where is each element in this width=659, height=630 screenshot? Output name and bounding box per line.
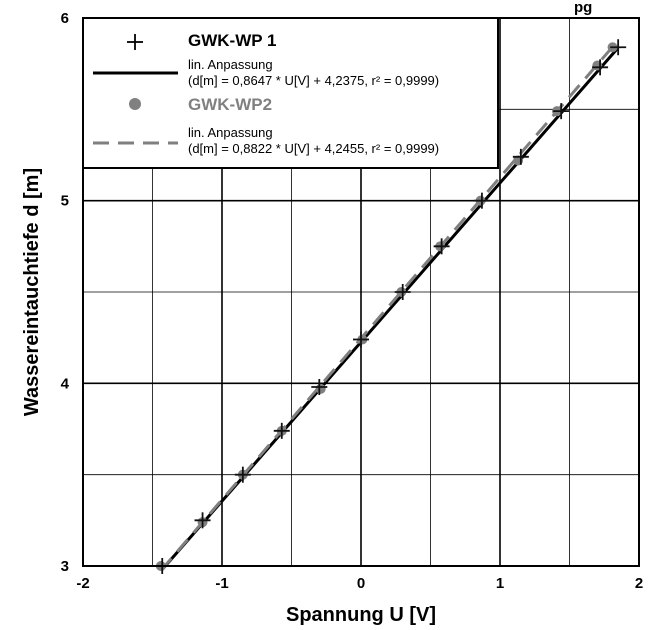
y-tick-label: 4	[61, 375, 70, 392]
x-axis-title: Spannung U [V]	[286, 604, 436, 626]
series-3	[159, 44, 616, 572]
y-axis-title: Wassereintauchtiefe d [m]	[21, 168, 43, 416]
legend-item-fit-1: lin. Anpassung (d[m] = 0,8647 * U[V] + 4…	[93, 57, 439, 88]
data-point-gwk-wp1	[311, 378, 328, 395]
legend-fit-2-equation: (d[m] = 0,8822 * U[V] + 4,2455, r² = 0,9…	[188, 141, 439, 156]
data-point-gwk-wp1	[512, 148, 529, 165]
data-point-gwk-wp1	[553, 103, 570, 120]
legend-item-gwk-wp1: GWK-WP 1	[127, 31, 276, 50]
data-point-gwk-wp2	[315, 383, 326, 394]
x-tick-label: 2	[635, 575, 643, 592]
y-tick-label: 3	[61, 558, 69, 575]
x-tick-label: 1	[496, 575, 504, 592]
series-0	[154, 39, 627, 574]
data-point-gwk-wp1	[273, 422, 290, 439]
y-tick-label: 6	[61, 10, 69, 27]
legend-item-gwk-wp2: GWK-WP2	[129, 95, 272, 114]
tick-labels: -2 -1 0 1 2 3 4 5 6	[61, 10, 644, 592]
x-tick-label: -1	[215, 575, 228, 592]
x-tick-label: 0	[357, 575, 365, 592]
legend: GWK-WP 1 lin. Anpassung (d[m] = 0,8647 *…	[93, 31, 439, 156]
data-point-gwk-wp1	[394, 284, 411, 300]
data-point-gwk-wp1	[194, 512, 211, 529]
data-point-gwk-wp1	[234, 466, 251, 483]
data-point-gwk-wp1	[610, 39, 627, 56]
legend-marker-plus	[127, 34, 143, 50]
legend-fit-1-label: lin. Anpassung	[188, 57, 273, 72]
legend-fit-1-equation: (d[m] = 0,8647 * U[V] + 4,2375, r² = 0,9…	[188, 73, 439, 88]
fit-line-solid	[161, 46, 620, 571]
legend-label-gwk-wp2: GWK-WP2	[188, 95, 272, 114]
data-point-gwk-wp1	[353, 331, 369, 348]
x-tick-label: -2	[76, 575, 89, 592]
fit-line-dashed	[159, 44, 616, 572]
top-cropped-text: pg	[574, 0, 592, 16]
plot-frame	[82, 17, 640, 567]
series-layer	[154, 39, 627, 574]
legend-marker-circle	[129, 98, 141, 110]
legend-fit-2-label: lin. Anpassung	[188, 125, 273, 140]
data-point-gwk-wp1	[592, 59, 609, 76]
y-tick-label: 5	[61, 193, 69, 210]
data-point-gwk-wp1	[473, 192, 490, 209]
data-point-gwk-wp1	[433, 238, 450, 255]
legend-item-fit-2: lin. Anpassung (d[m] = 0,8822 * U[V] + 4…	[93, 125, 439, 156]
series-1	[161, 46, 620, 571]
legend-label-gwk-wp1: GWK-WP 1	[188, 31, 276, 50]
